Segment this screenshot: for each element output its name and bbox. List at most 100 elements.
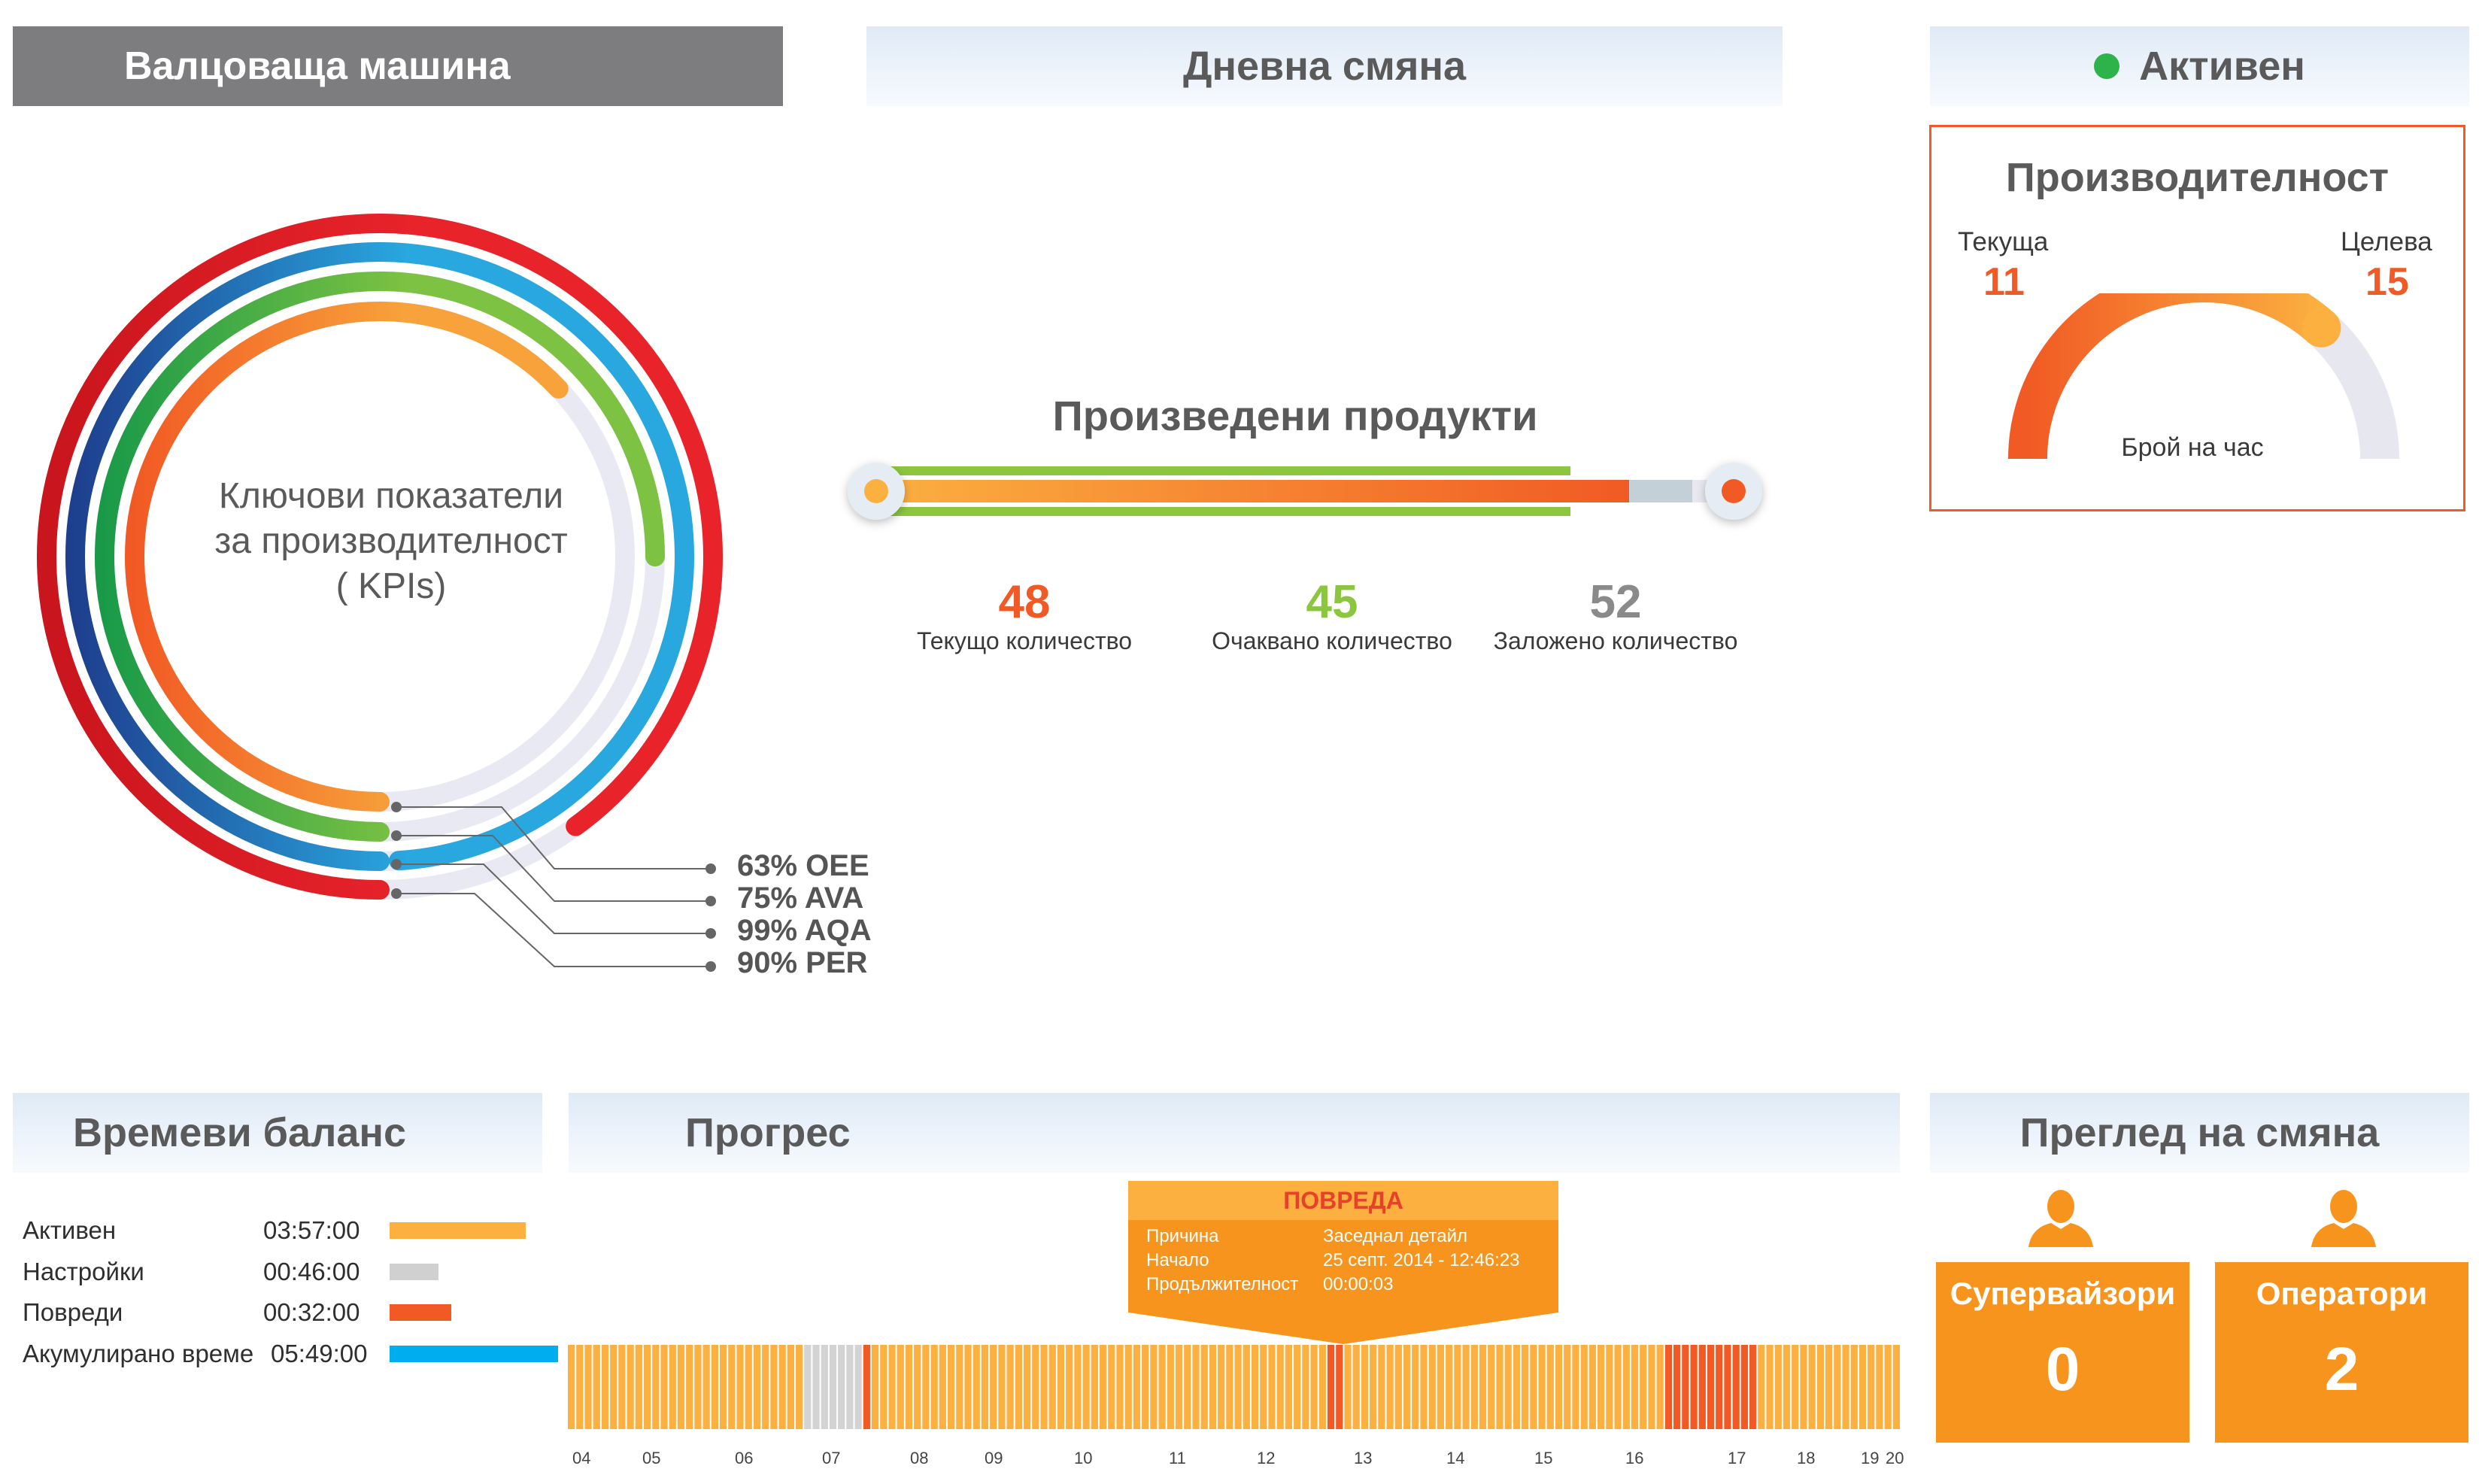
hour-label: 13 (1354, 1449, 1373, 1467)
timeline-segment (888, 1345, 896, 1429)
timeline-segment (1243, 1345, 1250, 1429)
time-bar-accumulated (390, 1346, 558, 1362)
timeline-segment (1048, 1345, 1056, 1429)
timeline-segment (1808, 1345, 1816, 1429)
progress-title: Прогрес (685, 1110, 851, 1155)
supervisors-label: Супервайзори (1950, 1276, 2176, 1311)
timeline-segment (1142, 1345, 1149, 1429)
current-bar (876, 480, 1629, 502)
timeline-segment (804, 1345, 812, 1429)
kpi-title-line3: ( KPIs) (335, 566, 447, 606)
gauge-current-label: Текуща (1958, 227, 2049, 256)
timeline-segment (1352, 1345, 1360, 1429)
timeline-segment (745, 1345, 752, 1429)
timeline-segment (1057, 1345, 1065, 1429)
hour-label: 04 (572, 1449, 591, 1467)
gauge-target-value: 15 (2365, 260, 2409, 304)
timeline-segment (1876, 1345, 1883, 1429)
hour-label: 20 (1886, 1449, 1904, 1467)
timeline-segment (610, 1345, 617, 1429)
failure-tooltip: ПОВРЕДА Причина Заседнал детайл Начало 25 … (1128, 1181, 1558, 1313)
kpi-legend-per: 90% PER (737, 946, 868, 979)
timeline-segment (1707, 1345, 1715, 1429)
timeline-segment (914, 1345, 921, 1429)
timeline-segment (1732, 1345, 1740, 1429)
timeline-segment (576, 1345, 584, 1429)
tooltip-start-value: 25 септ. 2014 - 12:46:23 (1323, 1250, 1520, 1270)
hour-label: 17 (1728, 1449, 1746, 1467)
status-label: Активен (2139, 44, 2305, 89)
timeline-segment (1276, 1345, 1284, 1429)
hour-label: 18 (1797, 1449, 1816, 1467)
gauge-target-label: Целева (2341, 227, 2432, 256)
timeline-segment (652, 1345, 660, 1429)
timeline-segment (736, 1345, 744, 1429)
gauge-current-value: 11 (1983, 260, 2025, 304)
time-row-failures: Повреди 00:32:00 (23, 1298, 451, 1327)
timeline-segment (922, 1345, 930, 1429)
products-progress-bar (848, 463, 1762, 520)
timeline-segment (905, 1345, 913, 1429)
timeline-segment (1673, 1345, 1681, 1429)
shift-header: Дневна смяна (866, 26, 1783, 106)
kpi-title-line1: Ключови показатели (218, 476, 564, 516)
timeline-segment (762, 1345, 769, 1429)
time-balance-title: Времеви баланс (73, 1110, 407, 1155)
timeline-segment (795, 1345, 803, 1429)
timeline-segment (1344, 1345, 1352, 1429)
timeline-segment (635, 1345, 642, 1429)
shift-overview-header: Преглед на смяна (1930, 1093, 2469, 1173)
timeline-segment (1420, 1345, 1428, 1429)
tooltip-title-bar: ПОВРЕДА (1128, 1181, 1558, 1220)
shift-overview-title: Преглед на смяна (2019, 1110, 2380, 1155)
expected-qty-value: 45 (1306, 576, 1358, 628)
timeline-segment (1133, 1345, 1141, 1429)
timeline-segment (1403, 1345, 1411, 1429)
timeline-segment (1394, 1345, 1402, 1429)
timeline-segment (1868, 1345, 1875, 1429)
timeline-segment (871, 1345, 879, 1429)
timeline-segment (1488, 1345, 1495, 1429)
timeline-segment (1648, 1345, 1655, 1429)
timeline-segment (1184, 1345, 1191, 1429)
timeline-segment (1285, 1345, 1293, 1429)
timeline-segment (930, 1345, 938, 1429)
timeline-segment (1437, 1345, 1445, 1429)
time-bar-setup (390, 1264, 438, 1280)
timeline-segment (1682, 1345, 1689, 1429)
timeline-segment (1816, 1345, 1824, 1429)
timeline-segment (1640, 1345, 1647, 1429)
timeline-segment (990, 1345, 997, 1429)
timeline-segment (1496, 1345, 1503, 1429)
timeline-segment (568, 1345, 575, 1429)
timeline-segment (1167, 1345, 1174, 1429)
progress-timeline (568, 1345, 1900, 1429)
time-bar-failures (390, 1304, 451, 1321)
timeline-segment (1124, 1345, 1132, 1429)
timeline-segment (1302, 1345, 1309, 1429)
timeline-segment (1386, 1345, 1394, 1429)
timeline-segment (1504, 1345, 1512, 1429)
timeline-segment (1622, 1345, 1630, 1429)
timeline-segment (1091, 1345, 1098, 1429)
timeline-segment (1454, 1345, 1461, 1429)
timeline-segment (1522, 1345, 1529, 1429)
operator-person-icon (2311, 1190, 2376, 1247)
products-title: Произведени продукти (1052, 392, 1538, 439)
timeline-segment (1698, 1345, 1706, 1429)
timeline-segment (1023, 1345, 1031, 1429)
timeline-segment (1150, 1345, 1158, 1429)
timeline-segment (1580, 1345, 1588, 1429)
hour-label: 09 (985, 1449, 1003, 1467)
timeline-segment (618, 1345, 626, 1429)
timeline-segment (972, 1345, 980, 1429)
kpi-arc-oee (125, 302, 635, 812)
status-header: Активен (1930, 26, 2469, 106)
operators-count: 2 (2324, 1335, 2359, 1404)
time-balance-header: Времеви баланс (13, 1093, 542, 1173)
timeline-segment (1572, 1345, 1579, 1429)
hour-label: 15 (1534, 1449, 1553, 1467)
timeline-segment (1598, 1345, 1605, 1429)
timeline-segment (1850, 1345, 1858, 1429)
tooltip-title: ПОВРЕДА (1283, 1187, 1403, 1214)
